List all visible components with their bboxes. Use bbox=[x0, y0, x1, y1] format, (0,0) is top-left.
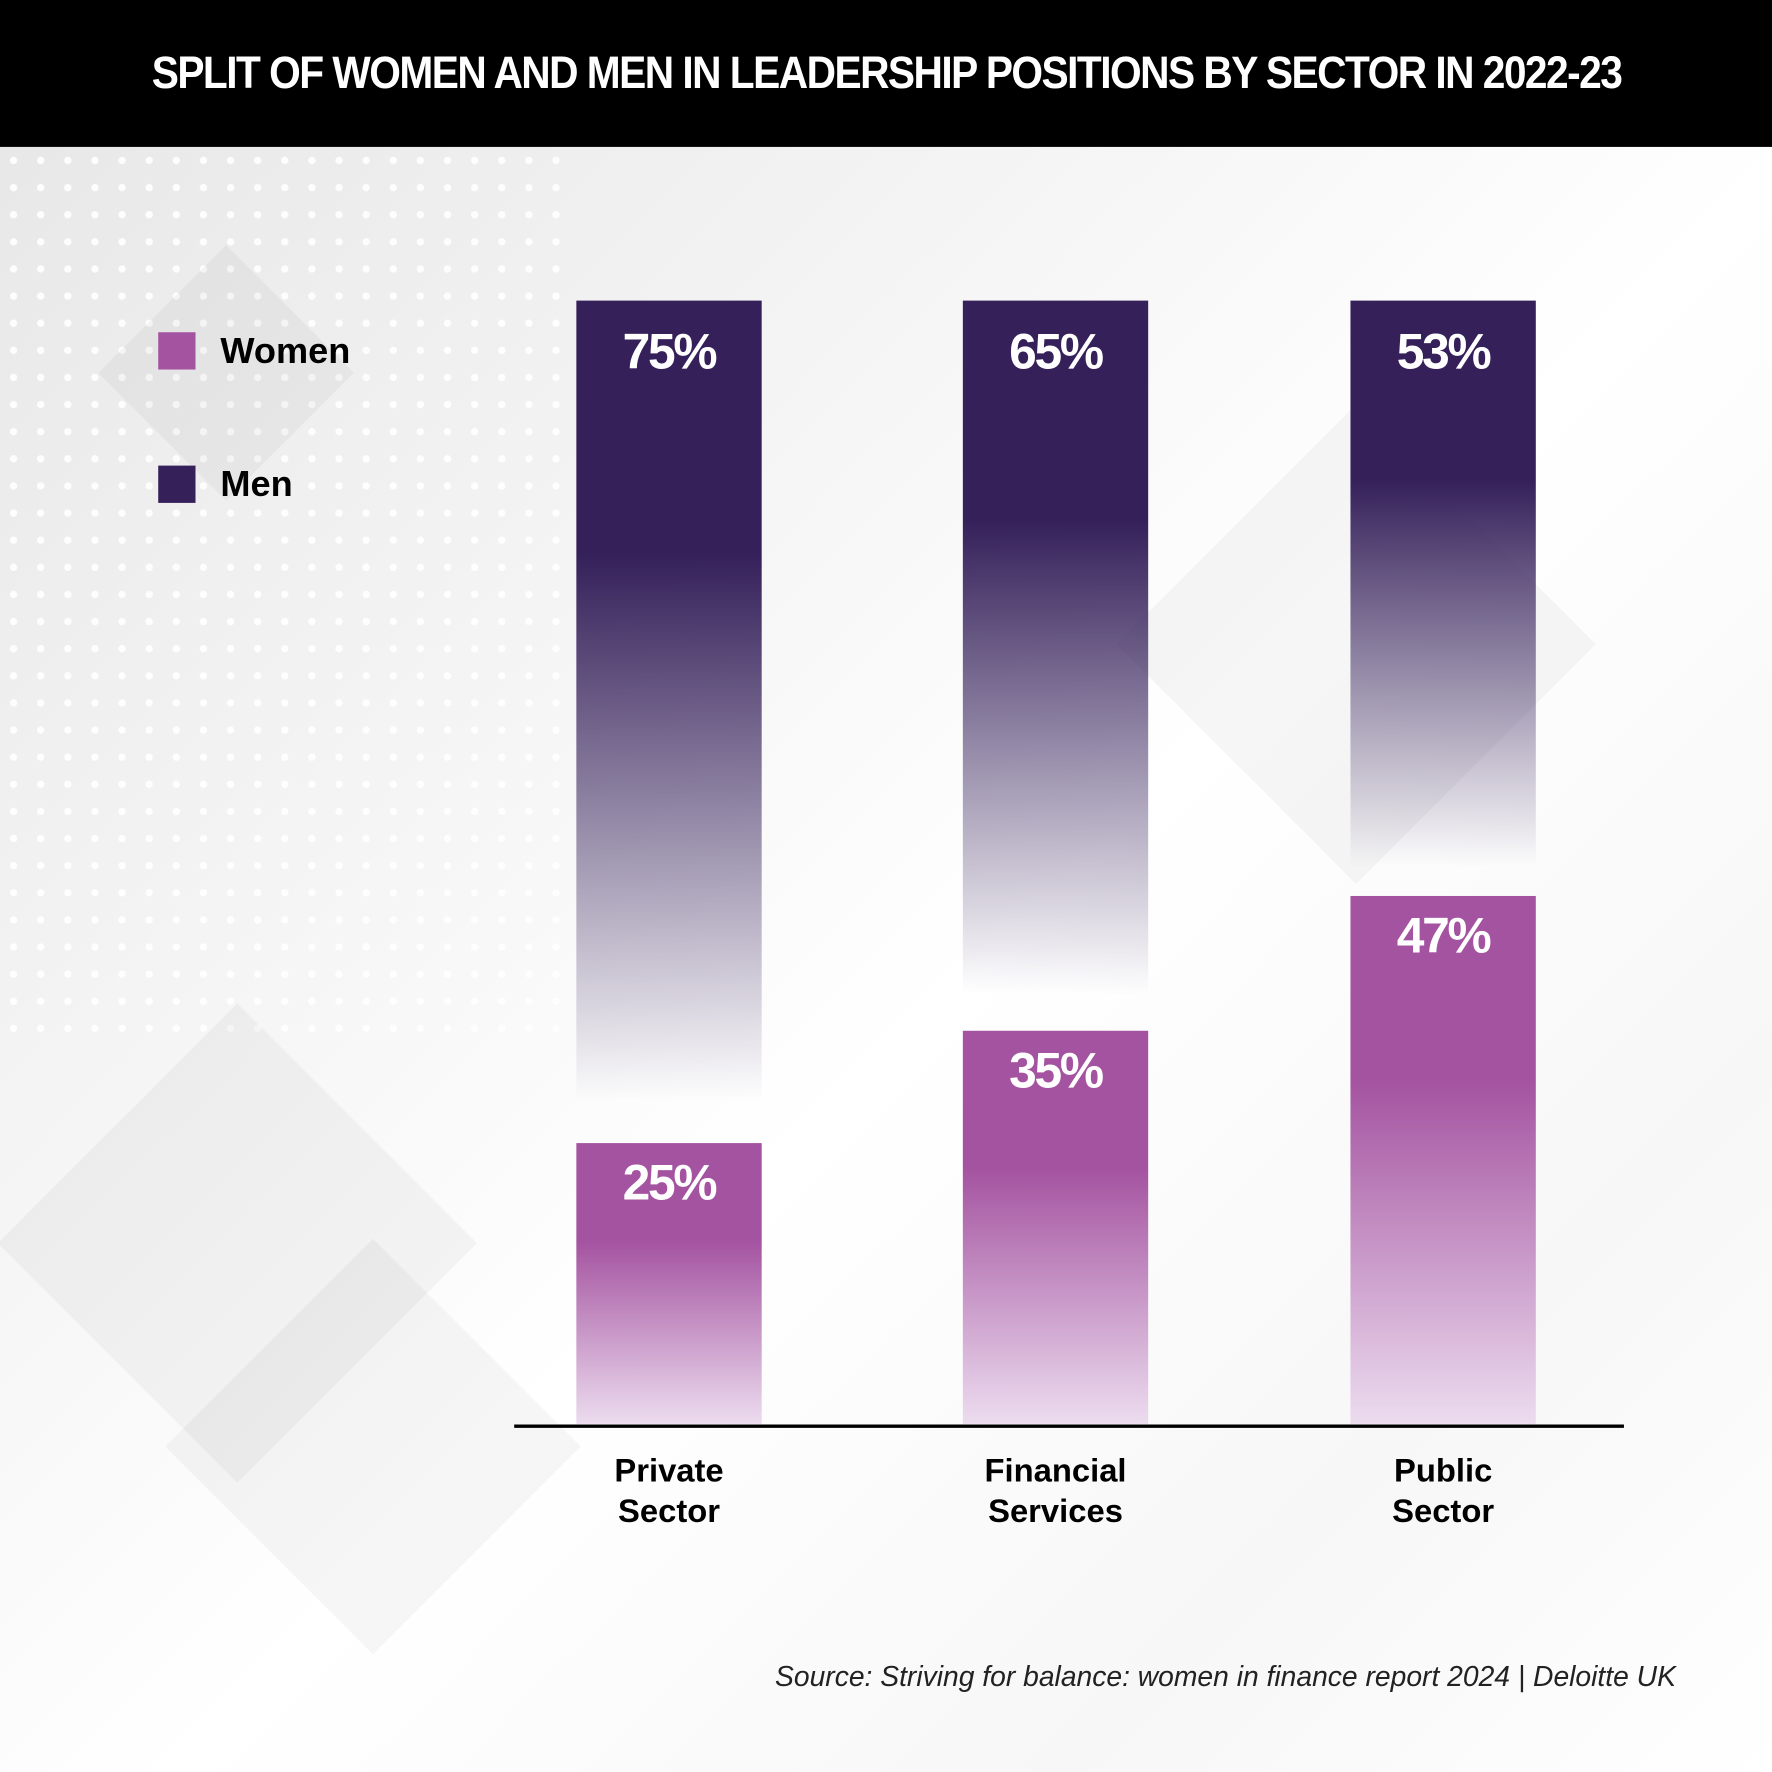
data-label-men: 75% bbox=[623, 323, 717, 379]
category-label: Public Sector bbox=[1296, 1451, 1590, 1532]
category-label-line: Private bbox=[614, 1453, 724, 1490]
bar-women bbox=[962, 1030, 1149, 1424]
bar-men bbox=[1350, 300, 1536, 896]
category-label-line: Services bbox=[988, 1493, 1123, 1531]
category-label-line: Public bbox=[1393, 1453, 1493, 1490]
data-label-men: 53% bbox=[1397, 323, 1491, 379]
legend-label-men: Men bbox=[220, 463, 293, 505]
legend-label-women: Women bbox=[220, 329, 351, 371]
category-label: Private Sector bbox=[522, 1451, 816, 1532]
category-label-line: Financial bbox=[984, 1453, 1127, 1490]
legend-item-women: Women bbox=[158, 330, 350, 372]
bar-women bbox=[1350, 895, 1536, 1424]
category-label-line: Sector bbox=[1392, 1493, 1495, 1531]
legend-item-men: Men bbox=[158, 463, 293, 505]
data-label-women: 35% bbox=[1009, 1042, 1103, 1098]
legend-swatch-men bbox=[158, 465, 196, 503]
data-label-men: 65% bbox=[1009, 323, 1103, 379]
source-note: Source: Striving for balance: women in f… bbox=[775, 1661, 1676, 1693]
category-label: Financial Services bbox=[909, 1451, 1203, 1532]
title-bar: SPLIT OF WOMEN AND MEN IN LEADERSHIP POS… bbox=[0, 0, 1772, 147]
dot-pattern-background bbox=[0, 146, 566, 1051]
bar-men bbox=[576, 300, 762, 1144]
data-label-women: 25% bbox=[623, 1155, 717, 1211]
category-label-line: Sector bbox=[618, 1493, 721, 1531]
chart-title: SPLIT OF WOMEN AND MEN IN LEADERSHIP POS… bbox=[151, 48, 1622, 98]
bar-women bbox=[576, 1143, 762, 1424]
legend-swatch-women bbox=[158, 332, 196, 370]
data-label-women: 47% bbox=[1397, 907, 1491, 963]
bar-men bbox=[962, 300, 1149, 1031]
